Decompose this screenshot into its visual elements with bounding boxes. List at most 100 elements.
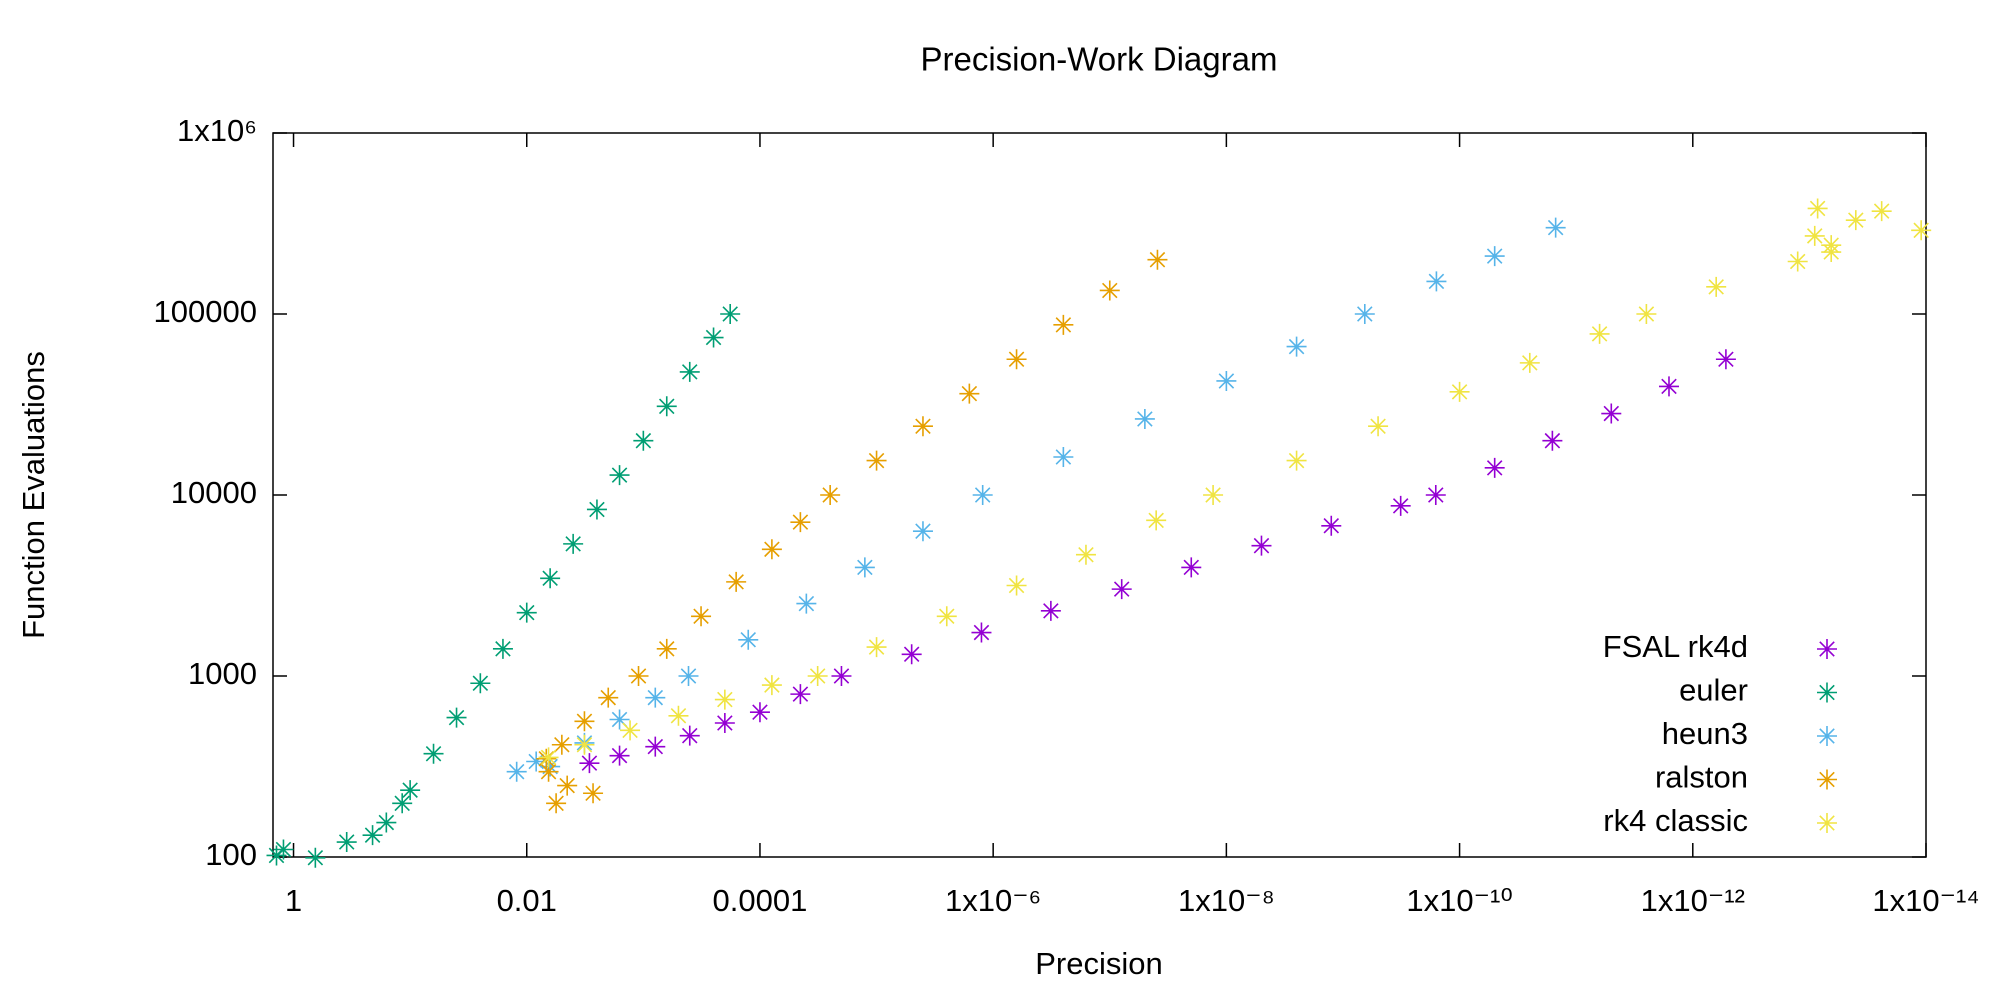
data-point [540,756,561,777]
data-point [1203,485,1224,505]
data-point [620,720,641,741]
chart-title: Precision-Work Diagram [921,41,1278,78]
data-point [1542,430,1563,451]
data-point [1871,201,1892,222]
y-tick-label: 100000 [154,294,257,329]
data-point [720,304,741,324]
legend-label: ralston [1655,760,1748,795]
data-point [1426,271,1447,292]
legend-marker [1817,682,1837,703]
data-point [1321,515,1342,536]
data-point [1053,314,1074,335]
data-point [1589,323,1610,344]
legend-label: rk4 classic [1603,803,1748,838]
x-tick-label: 0.01 [497,883,557,918]
x-tick-label: 1x10⁻⁶ [945,883,1041,918]
data-point [1390,495,1411,516]
data-point [1787,251,1808,272]
data-point [579,753,600,774]
data-point [1911,220,1932,241]
data-point [703,327,724,348]
x-tick-label: 1x10⁻⁸ [1178,883,1275,918]
data-point [679,361,700,382]
data-point [1134,408,1155,429]
data-point [633,430,654,451]
data-point [901,644,922,665]
data-point [400,780,421,801]
data-point [820,485,841,505]
data-point [807,666,828,686]
data-point [679,725,700,746]
legend-label: heun3 [1662,716,1748,751]
data-point [1449,381,1470,402]
data-point [609,745,630,766]
data-point [609,709,630,730]
data-point [1715,349,1736,370]
data-point [423,743,444,764]
x-tick-label: 1x10⁻¹⁴ [1872,883,1979,918]
x-tick-label: 1x10⁻¹⁰ [1406,883,1512,918]
data-point [586,499,607,520]
data-point [656,396,677,417]
y-tick-label: 1x10⁶ [177,113,257,148]
data-point [1545,217,1566,238]
data-point [362,825,383,846]
data-point [540,568,561,589]
data-point [1519,352,1540,373]
data-point [761,675,782,696]
data-point [628,666,649,686]
x-axis-label: Precision [1035,946,1163,981]
data-point [1251,535,1272,556]
data-point [1804,225,1825,246]
data-point [1286,336,1307,357]
data-point [1286,450,1307,471]
data-point [1807,198,1828,219]
data-point [526,751,547,772]
data-point [1216,370,1237,391]
data-point [1484,246,1505,267]
data-point [446,707,467,728]
data-point [376,812,397,833]
data-point [470,673,491,694]
data-point [726,571,747,592]
data-point [714,689,735,710]
legend-marker [1817,726,1837,746]
data-point [1181,557,1202,578]
data-point [1146,510,1167,531]
data-point [551,734,572,755]
data-point [1006,575,1027,596]
data-point [714,712,735,733]
data-point [971,622,992,643]
data-point [1147,249,1168,270]
data-point [866,450,887,471]
data-point [645,736,666,757]
legend-marker [1817,769,1837,790]
data-point [936,606,957,627]
data-point [492,638,513,659]
data-point [1636,304,1657,324]
data-point [538,761,559,782]
data-point [854,557,875,578]
data-point [273,839,294,860]
legend-label: euler [1679,673,1748,708]
data-point [678,666,699,686]
data-point [546,793,567,814]
data-point [1075,544,1096,565]
data-point [796,593,817,614]
data-point [563,533,584,554]
data-point [1845,210,1866,231]
data-point [790,512,811,533]
x-tick-label: 1 [285,883,302,918]
data-point [1706,276,1727,297]
data-point [506,761,527,782]
x-tick-label: 0.0001 [713,883,808,918]
data-point [1484,457,1505,478]
y-tick-label: 100 [205,837,257,872]
data-point [1354,304,1375,324]
data-point [866,637,887,658]
data-point [1368,416,1389,437]
data-point [305,847,326,868]
legend-marker [1817,813,1837,833]
